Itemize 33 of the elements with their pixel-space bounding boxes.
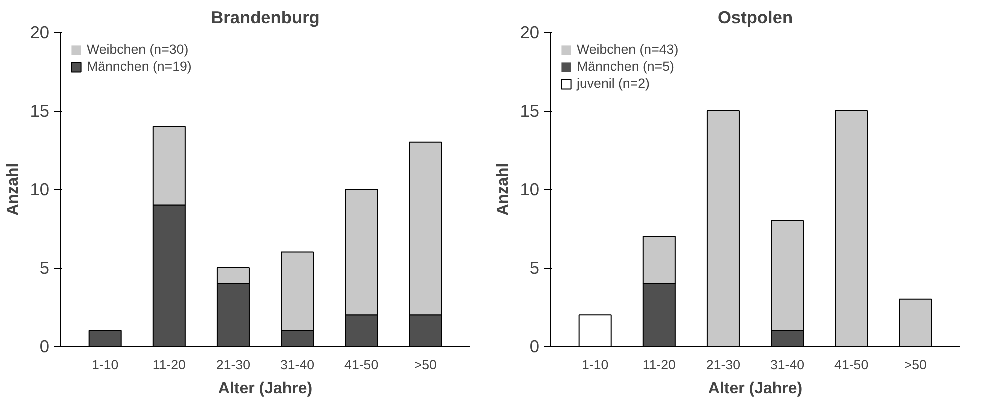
x-tick-label: 21-30 <box>706 358 741 372</box>
legend-label: Männchen (n=19) <box>87 59 192 74</box>
x-tick-label: 11-20 <box>642 358 676 372</box>
y-tick-label: 15 <box>520 101 540 121</box>
x-axis-title: Alter (Jahre) <box>708 380 803 398</box>
y-tick-label: 10 <box>30 180 50 200</box>
x-tick-label: 31-40 <box>770 358 805 372</box>
y-tick-label: 20 <box>30 22 50 42</box>
legend-label: Weibchen (n=30) <box>87 42 189 57</box>
y-axis-title: Anzahl <box>495 163 512 216</box>
x-tick-label: 11-20 <box>152 358 186 372</box>
y-tick-label: 5 <box>530 258 540 278</box>
x-tick-label: >50 <box>414 358 437 372</box>
x-axis-title: Alter (Jahre) <box>218 380 313 398</box>
y-axis-title: Anzahl <box>5 163 22 216</box>
x-tick-label: 41-50 <box>834 358 869 372</box>
x-tick-label: >50 <box>904 358 927 372</box>
y-tick-label: 15 <box>30 101 50 121</box>
y-tick-label: 20 <box>520 22 540 42</box>
legend-label: juvenil (n=2) <box>577 76 650 91</box>
x-tick-label: 41-50 <box>344 358 379 372</box>
x-tick-label: 21-30 <box>216 358 251 372</box>
chart-title: Brandenburg <box>211 8 320 28</box>
legend-label: Männchen (n=5) <box>577 59 674 74</box>
x-tick-label: 1-10 <box>92 358 119 372</box>
legend-label: Weibchen (n=43) <box>577 42 679 57</box>
y-tick-label: 0 <box>40 336 50 356</box>
y-tick-label: 5 <box>40 258 50 278</box>
x-tick-label: 31-40 <box>280 358 315 372</box>
y-tick-label: 10 <box>520 180 540 200</box>
chart-title: Ostpolen <box>718 8 794 28</box>
x-tick-label: 1-10 <box>582 358 609 372</box>
y-tick-label: 0 <box>530 336 540 356</box>
